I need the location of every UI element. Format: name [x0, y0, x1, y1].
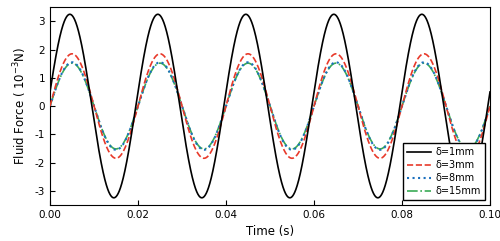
δ=1mm: [97, 156, 103, 159]
δ=15mm: [487, 105, 493, 107]
Line: δ=15mm: δ=15mm: [50, 63, 490, 149]
Y-axis label: Fluid Force ( $10^{-3}$N): Fluid Force ( $10^{-3}$N): [12, 47, 29, 165]
δ=8mm: [69, 61, 75, 64]
δ=1mm: [487, 91, 493, 94]
δ=8mm: [216, 126, 222, 129]
Line: δ=1mm: δ=1mm: [50, 14, 490, 198]
δ=15mm: [47, 105, 53, 107]
δ=8mm: [124, 137, 130, 140]
δ=3mm: [235, 65, 241, 68]
δ=8mm: [235, 72, 241, 74]
δ=1mm: [235, 27, 241, 29]
δ=8mm: [47, 105, 53, 107]
δ=1mm: [216, 136, 222, 139]
δ=8mm: [487, 105, 493, 107]
δ=8mm: [98, 124, 103, 127]
δ=3mm: [487, 105, 493, 107]
δ=1mm: [155, 13, 161, 16]
δ=1mm: [478, 144, 484, 147]
δ=3mm: [431, 65, 437, 68]
δ=8mm: [431, 72, 437, 75]
Line: δ=3mm: δ=3mm: [50, 54, 490, 158]
δ=1mm: [47, 91, 53, 94]
δ=3mm: [216, 130, 222, 133]
δ=8mm: [478, 129, 484, 132]
δ=3mm: [98, 127, 103, 130]
δ=8mm: [465, 148, 471, 151]
δ=15mm: [465, 147, 471, 150]
δ=3mm: [69, 52, 75, 55]
δ=15mm: [478, 129, 484, 132]
δ=15mm: [69, 62, 75, 65]
δ=3mm: [124, 143, 130, 146]
δ=15mm: [124, 136, 130, 139]
δ=1mm: [124, 162, 130, 165]
δ=15mm: [431, 72, 437, 75]
δ=3mm: [478, 134, 484, 137]
δ=1mm: [431, 47, 437, 49]
δ=15mm: [235, 72, 241, 75]
δ=3mm: [47, 105, 53, 107]
δ=3mm: [465, 157, 471, 160]
δ=15mm: [216, 126, 222, 128]
δ=1mm: [199, 196, 205, 199]
Line: δ=8mm: δ=8mm: [50, 62, 490, 150]
Legend: δ=1mm, δ=3mm, δ=8mm, δ=15mm: δ=1mm, δ=3mm, δ=8mm, δ=15mm: [403, 143, 485, 200]
δ=15mm: [98, 123, 103, 126]
X-axis label: Time (s): Time (s): [246, 225, 294, 238]
